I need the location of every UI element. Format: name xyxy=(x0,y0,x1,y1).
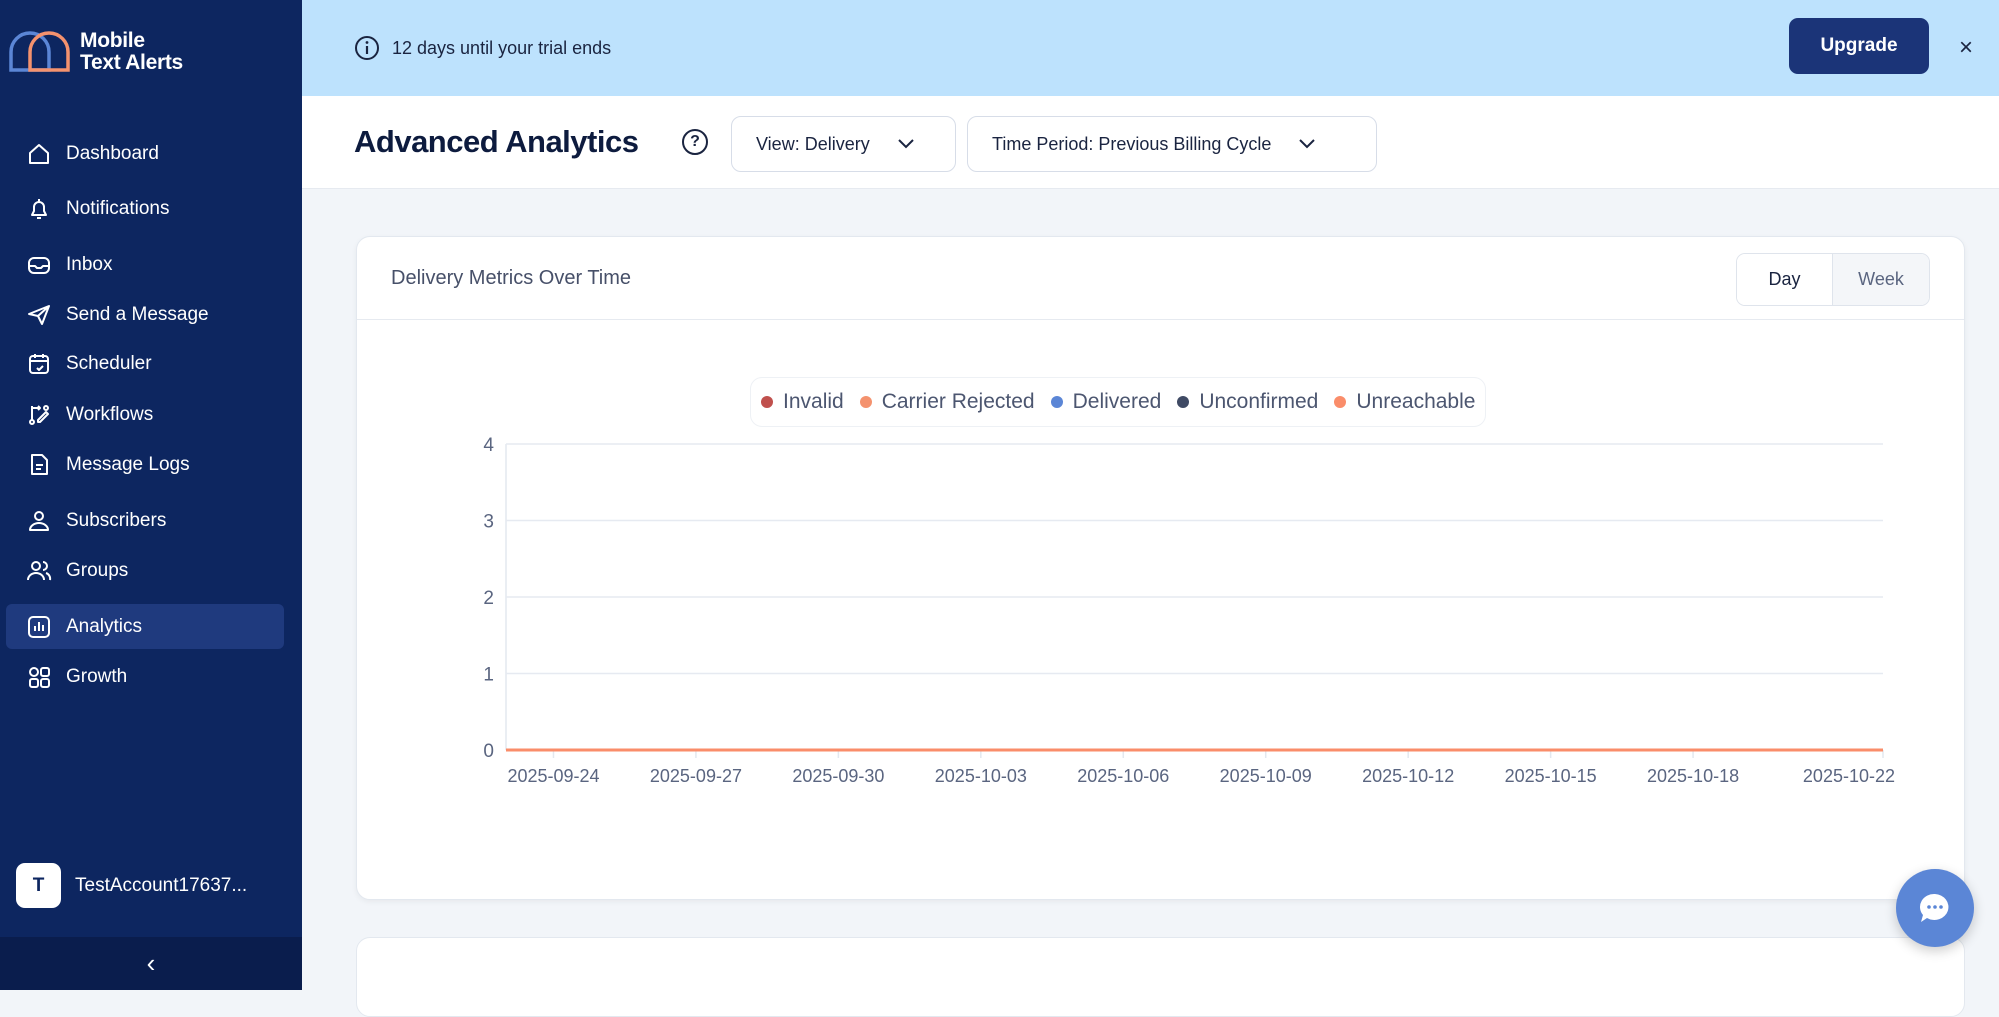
workflow-icon xyxy=(29,404,49,425)
legend-label: Carrier Rejected xyxy=(881,390,1035,413)
users-icon xyxy=(27,560,52,580)
upgrade-button[interactable]: Upgrade xyxy=(1789,18,1929,74)
sidebar-item-scheduler[interactable]: Scheduler xyxy=(6,341,284,386)
chevron-down-icon xyxy=(1299,139,1316,149)
info-icon xyxy=(355,36,379,60)
home-icon xyxy=(29,143,49,164)
legend-dot xyxy=(1334,396,1347,408)
sidebar-item-workflows[interactable]: Workflows xyxy=(6,392,284,437)
logo[interactable]: Mobile Text Alerts xyxy=(8,30,183,74)
account-name: TestAccount17637... xyxy=(75,874,248,896)
bell-icon xyxy=(31,198,47,219)
chevron-left-icon: ‹ xyxy=(146,948,156,978)
sidebar-item-label: Inbox xyxy=(66,253,113,275)
sidebar-item-label: Subscribers xyxy=(66,509,167,531)
chat-button[interactable] xyxy=(1896,869,1974,947)
chevron-down-icon xyxy=(898,139,914,149)
sidebar-item-label: Scheduler xyxy=(66,352,152,374)
view-dropdown-label: View: Delivery xyxy=(756,133,870,154)
legend-item[interactable]: Invalid xyxy=(761,390,844,414)
logo-text: Mobile xyxy=(80,29,145,52)
sidebar-item-subscribers[interactable]: Subscribers xyxy=(6,498,284,543)
trial-banner: 12 days until your trial ends Upgrade × xyxy=(302,0,1999,96)
send-icon xyxy=(28,304,50,325)
page-header: Advanced Analytics ? View: Delivery Time… xyxy=(302,96,1999,189)
sidebar-item-notifications[interactable]: Notifications xyxy=(6,186,284,231)
card-title: Delivery Metrics Over Time xyxy=(391,266,632,289)
toggle-week[interactable]: Week xyxy=(1833,254,1929,305)
sidebar-item-dashboard[interactable]: Dashboard xyxy=(6,131,284,176)
legend-label: Invalid xyxy=(783,390,844,413)
legend-dot xyxy=(859,396,872,408)
legend-dot xyxy=(1177,396,1190,408)
granularity-toggle: Day Week xyxy=(1736,253,1930,306)
sidebar: Mobile Text Alerts Dashboard Notifications… xyxy=(0,0,302,990)
legend-label: Unreachable xyxy=(1356,390,1476,413)
chart-icon xyxy=(28,615,50,638)
legend-dot xyxy=(1050,396,1063,408)
sidebar-item-label: Analytics xyxy=(66,615,143,637)
sidebar-item-label: Message Logs xyxy=(66,453,190,475)
sidebar-item-growth[interactable]: Growth xyxy=(6,654,284,699)
chat-icon xyxy=(1920,893,1949,922)
legend-item[interactable]: Carrier Rejected xyxy=(859,390,1035,414)
legend-item[interactable]: Unreachable xyxy=(1334,390,1475,414)
delivery-metrics-card: Delivery Metrics Over Time Day Week Inva… xyxy=(356,236,1965,900)
view-dropdown[interactable]: View: Delivery xyxy=(731,116,956,172)
sidebar-item-label: Send a Message xyxy=(66,303,209,325)
time-period-label: Time Period: Previous Billing Cycle xyxy=(992,133,1272,154)
sidebar-item-label: Notifications xyxy=(66,197,170,219)
sidebar-item-analytics[interactable]: Analytics xyxy=(6,604,284,649)
sidebar-item-groups[interactable]: Groups xyxy=(6,548,284,593)
toggle-day[interactable]: Day xyxy=(1737,254,1833,305)
sidebar-item-message-logs[interactable]: Message Logs xyxy=(6,442,284,487)
sidebar-item-label: Growth xyxy=(66,665,128,687)
calendar-icon xyxy=(29,353,49,374)
user-icon xyxy=(29,510,49,531)
sidebar-item-label: Dashboard xyxy=(66,142,159,164)
time-period-dropdown[interactable]: Time Period: Previous Billing Cycle xyxy=(967,116,1377,172)
legend-item[interactable]: Delivered xyxy=(1050,390,1162,414)
help-icon[interactable]: ? xyxy=(682,129,708,155)
legend-label: Delivered xyxy=(1072,390,1162,413)
chart-legend: Invalid Carrier Rejected Delivered Unconfir… xyxy=(750,377,1487,427)
document-icon xyxy=(31,453,48,475)
sidebar-item-label: Groups xyxy=(66,559,129,581)
legend-item[interactable]: Unconfirmed xyxy=(1177,390,1318,414)
logo-text: Text Alerts xyxy=(80,51,183,74)
second-card xyxy=(356,937,1965,1017)
avatar: T xyxy=(16,863,61,908)
sidebar-item-send-a-message[interactable]: Send a Message xyxy=(6,292,284,337)
close-icon[interactable]: × xyxy=(1958,34,1973,61)
trial-text: 12 days until your trial ends xyxy=(392,37,612,58)
grid-icon xyxy=(29,666,50,688)
inbox-icon xyxy=(28,256,50,274)
sidebar-item-inbox[interactable]: Inbox xyxy=(6,242,284,287)
logo-icon xyxy=(9,31,70,72)
account-menu[interactable]: T TestAccount17637... xyxy=(16,863,247,908)
page-title: Advanced Analytics xyxy=(354,124,639,159)
legend-label: Unconfirmed xyxy=(1199,390,1319,413)
sidebar-item-label: Workflows xyxy=(66,403,154,425)
collapse-sidebar-button[interactable]: ‹ xyxy=(0,937,302,990)
legend-dot xyxy=(761,396,773,408)
